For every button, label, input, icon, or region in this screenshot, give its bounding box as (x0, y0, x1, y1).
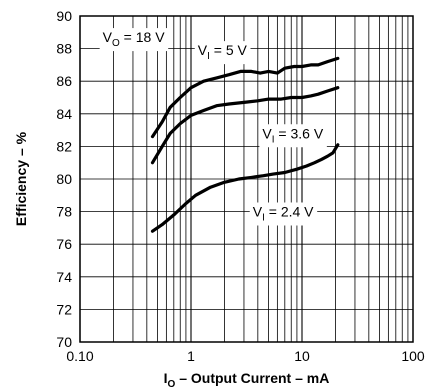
y-tick-label: 74 (56, 269, 72, 285)
annotation-main: V (262, 125, 272, 141)
y-tick-label: 80 (56, 171, 72, 187)
y-tick-label: 86 (56, 73, 72, 89)
x-axis-title: IO – Output Current – mA (164, 370, 330, 390)
annotation-main: V (253, 203, 263, 219)
annotation-background (249, 202, 318, 226)
series-line (150, 143, 340, 233)
series-lines (150, 56, 340, 233)
y-tick-label: 84 (56, 106, 72, 122)
x-axis-title-sub: O (168, 379, 176, 390)
x-tick-label: 100 (401, 348, 425, 364)
y-axis-title: Efficiency – % (13, 131, 29, 226)
curve-annotation: VI = 2.4 V (253, 203, 314, 223)
x-tick-label: 0.10 (66, 348, 93, 364)
annotation-background (194, 41, 251, 65)
tick-labels: 70 72 74 76 78 80 82 84 86 88 90 0.10 1 10 100 (56, 8, 424, 364)
annotation-rest: = 5 V (210, 42, 248, 58)
annotation-background (99, 28, 169, 52)
annotation-sub: I (207, 51, 210, 62)
y-tick-label: 78 (56, 204, 72, 220)
plot-frame (79, 15, 414, 343)
series-line (150, 86, 340, 165)
y-tick-label: 90 (56, 8, 72, 24)
y-tick-label: 76 (56, 236, 72, 252)
curve-annotation: VI = 3.6 V (262, 125, 323, 145)
annotation-main: V (198, 42, 208, 58)
curve-annotation: VI = 5 V (198, 42, 248, 62)
annotation-sub: O (112, 38, 120, 49)
x-tick-label: 1 (187, 348, 195, 364)
y-tick-label: 72 (56, 301, 72, 317)
x-axis-title-main: I (164, 370, 168, 386)
curve-annotation: VO = 18 V (103, 29, 166, 49)
annotation-sub: I (272, 134, 275, 145)
series-line (150, 56, 340, 139)
annotation-rest: = 2.4 V (265, 203, 314, 219)
y-tick-label: 70 (56, 334, 72, 350)
x-axis-title-rest: – Output Current – mA (175, 370, 329, 386)
annotation-rest: = 18 V (120, 29, 165, 45)
annotation-main: V (103, 29, 113, 45)
y-tick-label: 82 (56, 138, 72, 154)
curve-annotations: VO = 18 VVI = 5 VVI = 3.6 VVI = 2.4 V (99, 28, 327, 226)
x-tick-label: 10 (294, 348, 310, 364)
annotation-background (259, 124, 327, 148)
annotation-sub: I (262, 212, 265, 223)
annotation-rest: = 3.6 V (275, 125, 324, 141)
y-tick-label: 88 (56, 41, 72, 57)
